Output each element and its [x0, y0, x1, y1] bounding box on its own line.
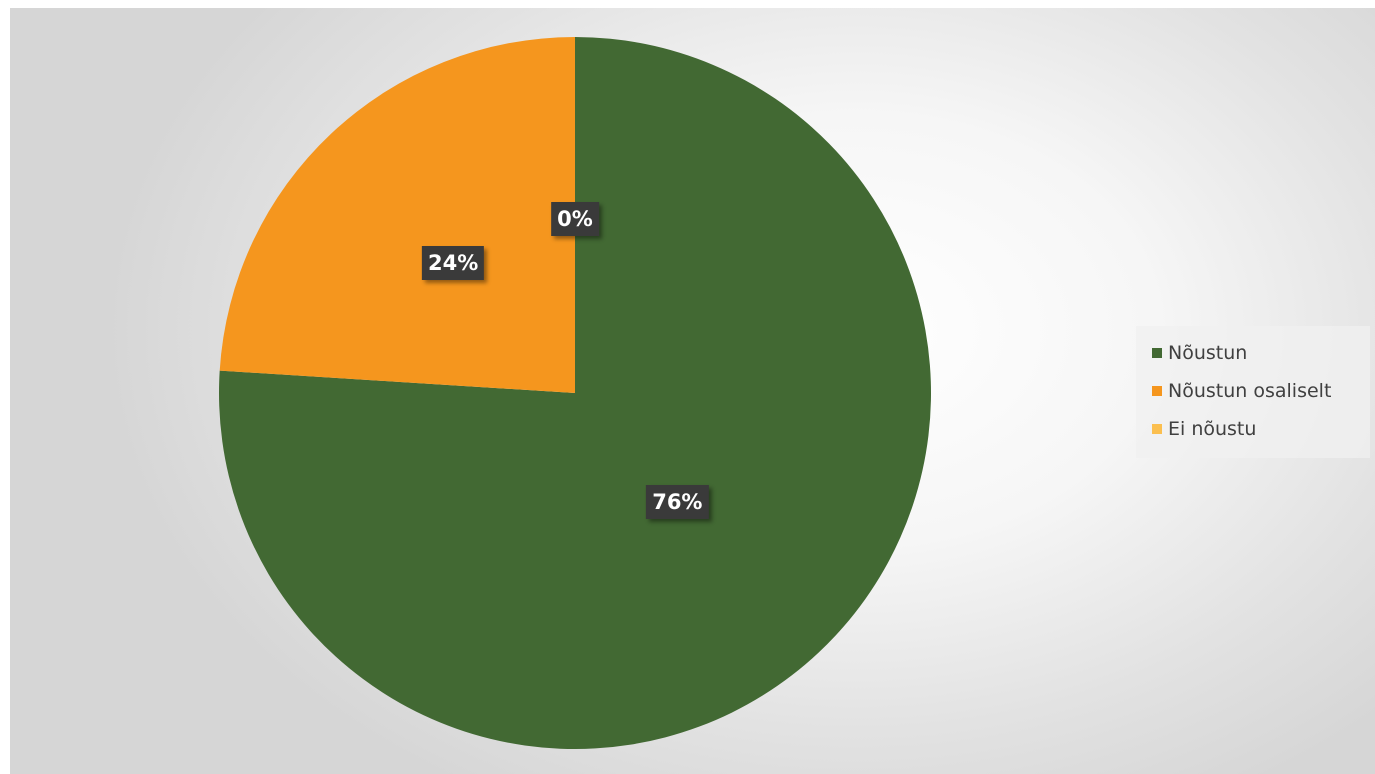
- legend-swatch-ei-noustu: [1152, 424, 1162, 434]
- legend-item-noustun: Nõustun: [1136, 334, 1370, 372]
- legend-swatch-noustun-osaliselt: [1152, 386, 1162, 396]
- legend-label-noustun-osaliselt: Nõustun osaliselt: [1168, 380, 1332, 402]
- data-label-ei-noustu: 0%: [551, 201, 599, 236]
- legend-item-ei-noustu: Ei nõustu: [1136, 410, 1370, 448]
- legend-swatch-noustun: [1152, 348, 1162, 358]
- pie-slice-noustun-osaliselt: [219, 37, 575, 393]
- legend: Nõustun Nõustun osaliselt Ei nõustu: [1136, 326, 1370, 458]
- data-label-noustun: 76%: [646, 484, 709, 519]
- legend-label-noustun: Nõustun: [1168, 342, 1248, 364]
- legend-label-ei-noustu: Ei nõustu: [1168, 418, 1257, 440]
- legend-item-noustun-osaliselt: Nõustun osaliselt: [1136, 372, 1370, 410]
- data-label-noustun-osaliselt: 24%: [422, 246, 485, 281]
